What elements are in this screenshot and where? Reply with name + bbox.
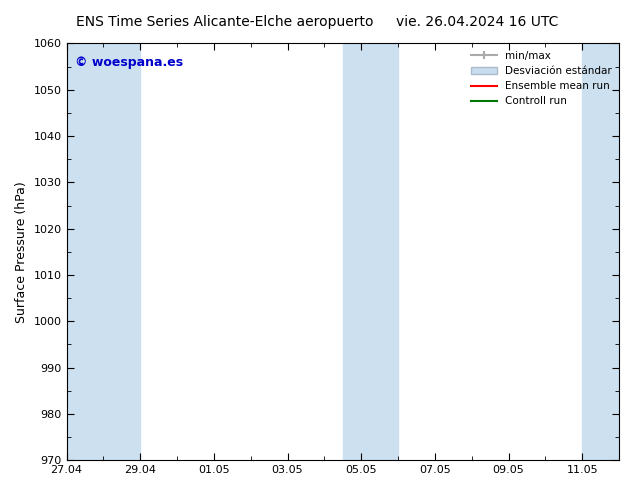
Text: vie. 26.04.2024 16 UTC: vie. 26.04.2024 16 UTC (396, 15, 558, 29)
Bar (582, 44, 619, 460)
Bar (67, 44, 140, 460)
Text: ENS Time Series Alicante-Elche aeropuerto: ENS Time Series Alicante-Elche aeropuert… (76, 15, 373, 29)
Bar (343, 44, 398, 460)
Text: © woespana.es: © woespana.es (75, 56, 183, 69)
Y-axis label: Surface Pressure (hPa): Surface Pressure (hPa) (15, 181, 28, 323)
Legend: min/max, Desviación estándar, Ensemble mean run, Controll run: min/max, Desviación estándar, Ensemble m… (467, 47, 616, 111)
